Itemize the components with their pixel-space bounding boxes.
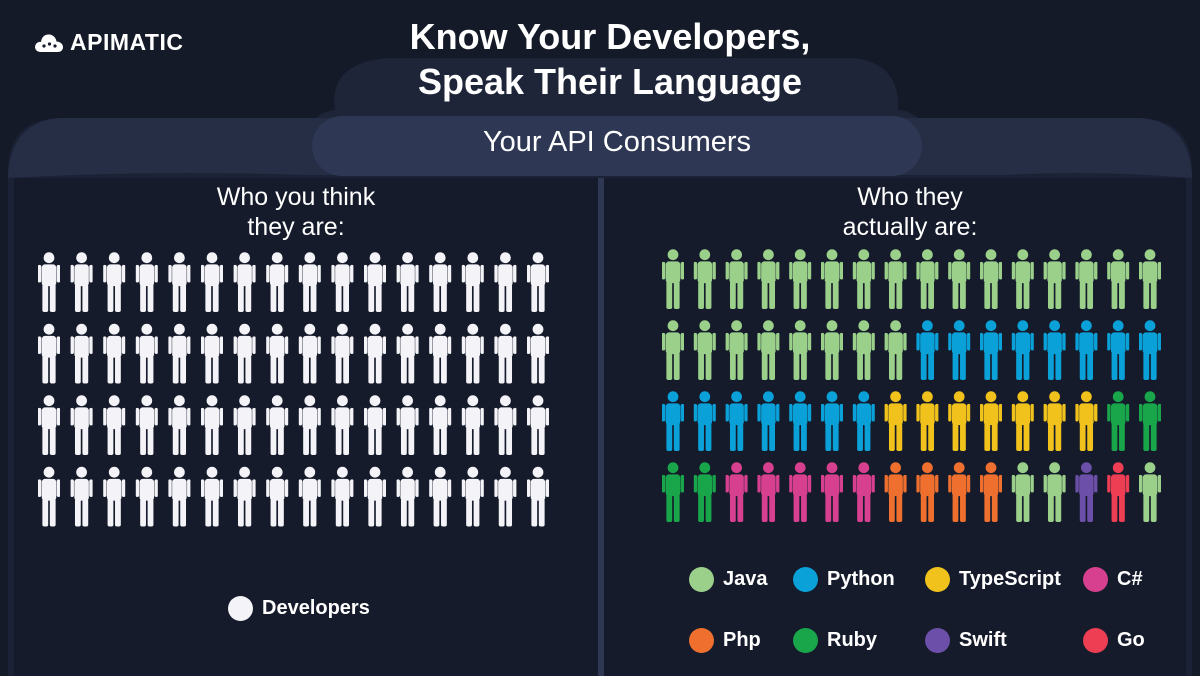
legend-swatch — [228, 595, 253, 621]
legend-swatch — [1083, 566, 1108, 592]
legend-swatch — [1083, 627, 1108, 653]
legend-item-typescript: TypeScript — [925, 565, 1061, 593]
legend-item-java: Java — [689, 565, 768, 593]
panel-title-pill — [312, 116, 922, 176]
legend-label: Ruby — [827, 628, 877, 651]
right-heading-line-2: actually are: — [842, 213, 978, 241]
legend-swatch — [793, 627, 818, 653]
legend-label: Php — [723, 628, 761, 651]
cloud-icon — [35, 34, 63, 52]
legend-swatch — [925, 627, 950, 653]
legend-swatch — [689, 566, 714, 592]
legend-label: Go — [1117, 628, 1145, 651]
column-divider — [598, 178, 604, 676]
legend-item-csharp: C# — [1083, 565, 1143, 593]
left-heading-line-2: they are: — [247, 213, 345, 241]
legend-label: Java — [723, 567, 768, 590]
headline-line-2: Speak Their Language — [417, 61, 803, 102]
legend-swatch — [793, 566, 818, 592]
legend-item-ruby: Ruby — [793, 626, 877, 654]
headline-line-1: Know Your Developers, — [409, 16, 811, 57]
left-heading-line-1: Who you think — [216, 183, 376, 211]
brand-name: APIMATIC — [70, 28, 184, 55]
legend-item-developers: Developers — [228, 594, 370, 622]
legend-label: C# — [1117, 567, 1143, 590]
right-heading-line-1: Who they — [857, 183, 963, 211]
legend-label: Swift — [959, 628, 1007, 651]
legend-label: TypeScript — [959, 567, 1061, 590]
legend-item-php: Php — [689, 626, 761, 654]
panel-title: Your API Consumers — [482, 126, 752, 158]
legend-item-go: Go — [1083, 626, 1145, 654]
legend-item-python: Python — [793, 565, 895, 593]
legend-swatch — [925, 566, 950, 592]
legend-item-swift: Swift — [925, 626, 1007, 654]
legend-swatch — [689, 627, 714, 653]
legend-label: Python — [827, 567, 895, 590]
legend-label: Developers — [262, 596, 370, 619]
brand-logo: APIMATIC — [34, 28, 183, 56]
